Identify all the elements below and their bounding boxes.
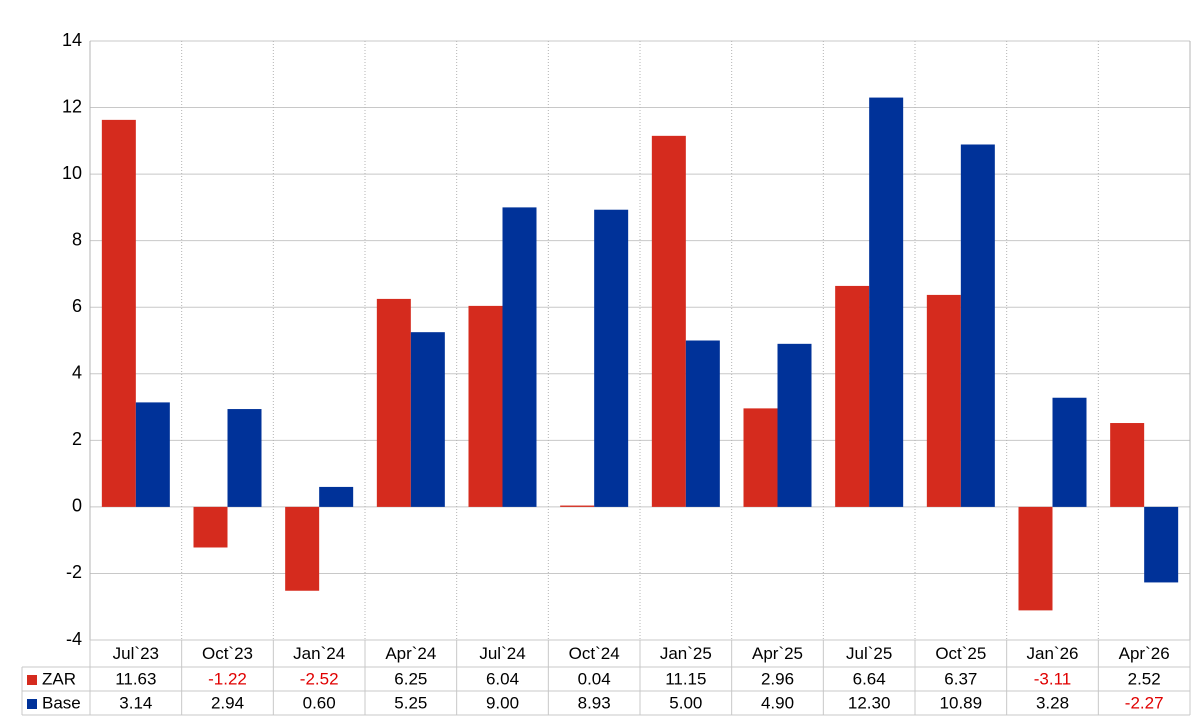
y-tick-label: 12	[62, 96, 82, 116]
table-value: 9.00	[486, 693, 519, 712]
bar	[685, 340, 720, 507]
legend-label: ZAR	[42, 669, 76, 688]
y-tick-label: -4	[66, 629, 82, 649]
y-tick-label: -2	[66, 562, 82, 582]
table-value: 2.96	[761, 669, 794, 688]
bar	[376, 298, 411, 507]
legend-swatch	[27, 699, 37, 709]
y-tick-label: 4	[72, 363, 82, 383]
table-value: 11.15	[665, 669, 706, 688]
bar	[926, 294, 961, 507]
x-tick-label: Apr`26	[1119, 644, 1170, 663]
bar	[135, 402, 170, 507]
y-tick-label: 6	[72, 296, 82, 316]
bar	[960, 144, 995, 507]
bar	[410, 332, 445, 507]
y-tick-label: 10	[62, 163, 82, 183]
x-tick-label: Oct`24	[569, 644, 620, 663]
table-value: 10.89	[940, 693, 983, 712]
table-value: 11.63	[115, 669, 156, 688]
table-value: 2.94	[211, 693, 244, 712]
table-value: 6.25	[394, 669, 427, 688]
x-tick-label: Apr`24	[385, 644, 436, 663]
bar	[1018, 506, 1053, 611]
table-value: 3.14	[119, 693, 152, 712]
bar	[101, 119, 136, 507]
table-value: 5.00	[669, 693, 702, 712]
x-tick-label: Apr`25	[752, 644, 803, 663]
bar	[1052, 397, 1087, 507]
table-value: 0.04	[578, 669, 611, 688]
table-value: 5.25	[394, 693, 427, 712]
y-tick-label: 2	[72, 429, 82, 449]
bar	[227, 409, 262, 507]
table-value: 0.60	[303, 693, 336, 712]
table-value: 12.30	[848, 693, 891, 712]
bar	[468, 305, 503, 507]
x-tick-label: Jul`24	[479, 644, 525, 663]
y-tick-label: 14	[62, 30, 82, 50]
table-value: 6.04	[486, 669, 519, 688]
bar	[777, 343, 812, 507]
bar	[594, 209, 629, 507]
bar	[193, 506, 228, 548]
table-value: 6.64	[853, 669, 886, 688]
table-value: -3.11	[1034, 669, 1072, 688]
x-tick-label: Jan`24	[293, 644, 345, 663]
table-value: 8.93	[578, 693, 611, 712]
bar	[285, 506, 320, 591]
x-tick-label: Oct`25	[935, 644, 986, 663]
bar	[651, 135, 686, 507]
bar	[502, 207, 537, 507]
x-tick-label: Jul`25	[846, 644, 892, 663]
bar	[835, 285, 870, 507]
table-value: 2.52	[1128, 669, 1161, 688]
bar	[743, 408, 778, 507]
bar	[319, 486, 354, 507]
y-tick-label: 0	[72, 496, 82, 516]
x-tick-label: Oct`23	[202, 644, 253, 663]
x-tick-label: Jan`25	[660, 644, 712, 663]
table-value: -1.22	[208, 669, 247, 688]
bar	[869, 97, 904, 507]
bar	[560, 505, 595, 507]
legend-swatch	[27, 675, 37, 685]
table-value: 4.90	[761, 693, 794, 712]
table-value: -2.52	[300, 669, 339, 688]
table-value: 6.37	[944, 669, 977, 688]
legend-label: Base	[42, 693, 81, 712]
x-tick-label: Jan`26	[1027, 644, 1079, 663]
x-tick-label: Jul`23	[113, 644, 159, 663]
bar	[1144, 506, 1179, 583]
bar	[1110, 423, 1145, 507]
y-tick-label: 8	[72, 229, 82, 249]
table-value: 3.28	[1036, 693, 1069, 712]
table-value: -2.27	[1125, 693, 1164, 712]
